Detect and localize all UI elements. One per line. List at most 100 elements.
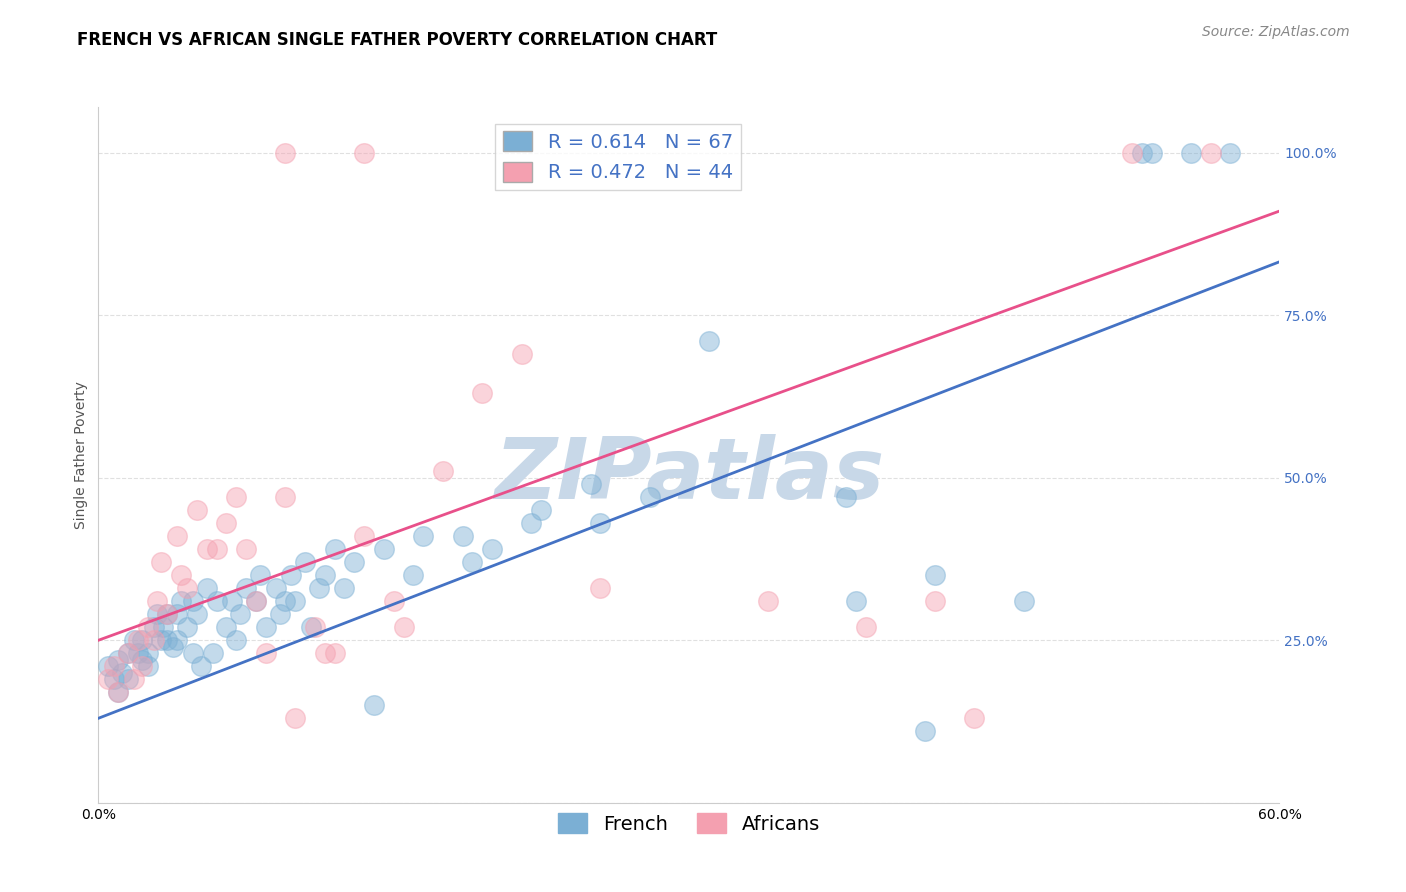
Point	[136, 646, 159, 660]
Point	[97, 672, 120, 686]
Point	[131, 633, 153, 648]
Point	[304, 620, 326, 634]
Point	[166, 529, 188, 543]
Point	[205, 594, 228, 608]
Point	[181, 594, 204, 608]
Point	[451, 529, 474, 543]
Point	[122, 633, 145, 648]
Point	[131, 653, 153, 667]
Point	[195, 581, 218, 595]
Point	[97, 659, 120, 673]
Point	[181, 646, 204, 660]
Point	[176, 620, 198, 634]
Point	[756, 594, 779, 608]
Point	[363, 698, 385, 713]
Y-axis label: Single Father Poverty: Single Father Poverty	[75, 381, 89, 529]
Point	[127, 633, 149, 648]
Point	[166, 633, 188, 648]
Point	[280, 568, 302, 582]
Point	[225, 490, 247, 504]
Point	[127, 646, 149, 660]
Point	[221, 594, 243, 608]
Point	[963, 711, 986, 725]
Point	[166, 607, 188, 622]
Point	[117, 672, 139, 686]
Point	[1012, 594, 1035, 608]
Point	[142, 633, 165, 648]
Point	[412, 529, 434, 543]
Point	[162, 640, 184, 654]
Point	[520, 516, 543, 531]
Point	[103, 672, 125, 686]
Point	[201, 646, 224, 660]
Point	[1219, 145, 1241, 160]
Point	[146, 594, 169, 608]
Point	[186, 607, 208, 622]
Point	[914, 724, 936, 739]
Point	[333, 581, 356, 595]
Point	[284, 711, 307, 725]
Point	[353, 529, 375, 543]
Point	[323, 646, 346, 660]
Point	[117, 646, 139, 660]
Point	[176, 581, 198, 595]
Point	[229, 607, 252, 622]
Point	[392, 620, 415, 634]
Point	[107, 653, 129, 667]
Legend: French, Africans: French, Africans	[550, 805, 828, 842]
Point	[638, 490, 661, 504]
Point	[924, 594, 946, 608]
Point	[131, 659, 153, 673]
Point	[382, 594, 405, 608]
Point	[264, 581, 287, 595]
Point	[254, 620, 277, 634]
Point	[215, 516, 238, 531]
Point	[254, 646, 277, 660]
Point	[205, 542, 228, 557]
Point	[103, 659, 125, 673]
Point	[284, 594, 307, 608]
Point	[373, 542, 395, 557]
Point	[269, 607, 291, 622]
Point	[111, 665, 134, 680]
Point	[353, 145, 375, 160]
Point	[156, 607, 179, 622]
Point	[274, 145, 297, 160]
Point	[170, 594, 193, 608]
Point	[136, 620, 159, 634]
Point	[314, 568, 336, 582]
Point	[530, 503, 553, 517]
Point	[170, 568, 193, 582]
Point	[142, 620, 165, 634]
Point	[150, 633, 173, 648]
Point	[249, 568, 271, 582]
Point	[314, 646, 336, 660]
Point	[1199, 145, 1222, 160]
Text: ZIPatlas: ZIPatlas	[494, 434, 884, 517]
Point	[1140, 145, 1163, 160]
Point	[107, 685, 129, 699]
Point	[225, 633, 247, 648]
Point	[589, 581, 612, 595]
Point	[146, 607, 169, 622]
Point	[299, 620, 322, 634]
Point	[274, 490, 297, 504]
Point	[697, 334, 720, 348]
Point	[835, 490, 858, 504]
Point	[107, 685, 129, 699]
Point	[274, 594, 297, 608]
Point	[152, 620, 174, 634]
Point	[924, 568, 946, 582]
Point	[122, 672, 145, 686]
Point	[156, 633, 179, 648]
Point	[855, 620, 877, 634]
Point	[402, 568, 425, 582]
Point	[308, 581, 330, 595]
Point	[235, 581, 257, 595]
Point	[186, 503, 208, 517]
Point	[294, 555, 316, 569]
Point	[245, 594, 267, 608]
Point	[215, 620, 238, 634]
Point	[343, 555, 366, 569]
Point	[190, 659, 212, 673]
